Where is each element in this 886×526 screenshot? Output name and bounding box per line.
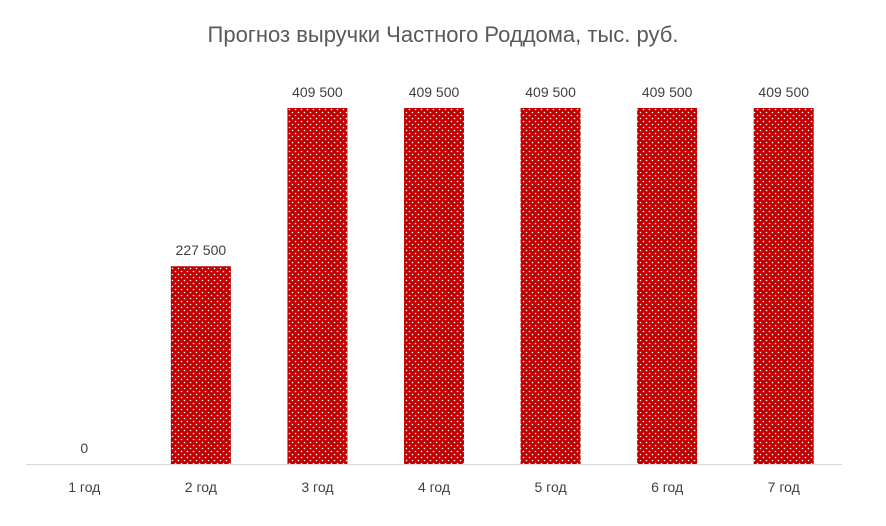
data-label-1: 0 <box>80 440 88 456</box>
data-label-5: 409 500 <box>525 84 576 100</box>
labels-layer: 0 1 год 227 500 2 год 409 500 3 год 409 500 4 г… <box>68 84 809 495</box>
bar-3 <box>287 108 348 464</box>
data-label-7: 409 500 <box>758 84 809 100</box>
x-tick-label-5: 5 год <box>535 479 567 495</box>
data-label-6: 409 500 <box>642 84 693 100</box>
bar-7 <box>753 108 814 464</box>
bar-6 <box>637 108 698 464</box>
x-tick-label-1: 1 год <box>68 479 100 495</box>
bars-layer <box>170 108 814 464</box>
data-label-4: 409 500 <box>409 84 460 100</box>
data-label-2: 227 500 <box>176 242 227 258</box>
data-label-3: 409 500 <box>292 84 343 100</box>
x-tick-label-7: 7 год <box>768 479 800 495</box>
x-tick-label-2: 2 год <box>185 479 217 495</box>
bar-4 <box>404 108 464 464</box>
bar-2 <box>170 266 231 464</box>
bar-5 <box>520 108 581 464</box>
chart-title: Прогноз выручки Частного Роддома, тыс. р… <box>207 22 679 47</box>
x-tick-label-4: 4 год <box>418 479 450 495</box>
x-tick-label-3: 3 год <box>301 479 333 495</box>
x-tick-label-6: 6 год <box>651 479 683 495</box>
